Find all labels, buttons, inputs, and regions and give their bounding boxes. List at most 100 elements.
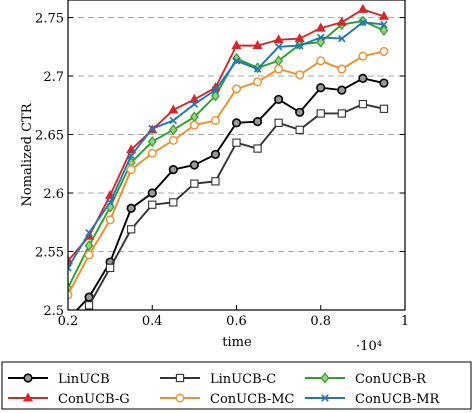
data-point xyxy=(274,118,283,127)
data-point xyxy=(169,198,178,207)
series-linucb-c xyxy=(64,99,389,339)
data-point xyxy=(105,263,115,273)
data-point xyxy=(147,148,157,158)
data-point xyxy=(338,34,346,43)
legend-label: LinUCB xyxy=(58,372,110,387)
x-axis-label: time xyxy=(222,335,252,350)
series-conucb-mr xyxy=(68,18,388,272)
data-point xyxy=(274,64,284,74)
legend-marker xyxy=(23,373,33,383)
data-point xyxy=(210,149,221,160)
series-line xyxy=(68,20,385,289)
data-point xyxy=(274,43,283,51)
data-point xyxy=(210,115,220,125)
data-point xyxy=(126,144,137,154)
data-point xyxy=(337,109,346,118)
data-point xyxy=(127,151,135,160)
data-point xyxy=(295,41,304,50)
series-conucb-r xyxy=(68,15,389,294)
legend-marker xyxy=(22,392,34,402)
series-line xyxy=(68,21,385,269)
x-axis-multiplier: ·10⁴ xyxy=(356,339,382,354)
data-point xyxy=(147,188,157,198)
data-point xyxy=(379,46,389,56)
y-tick-label: 2.65 xyxy=(35,129,64,144)
data-point xyxy=(231,84,241,94)
x-tick-label: 0.4 xyxy=(142,314,163,329)
data-point xyxy=(336,16,347,26)
legend-item: ConUCB-MR xyxy=(305,392,441,407)
data-point xyxy=(252,117,263,127)
data-point xyxy=(379,24,389,36)
series-conucb-mc xyxy=(68,46,389,300)
data-point xyxy=(190,100,199,108)
legend-marker xyxy=(320,372,330,384)
data-point xyxy=(189,120,199,130)
data-point xyxy=(84,240,94,252)
data-point xyxy=(378,10,389,20)
data-point xyxy=(380,20,388,29)
data-point xyxy=(148,200,157,209)
data-point xyxy=(337,64,347,74)
data-point xyxy=(148,124,157,133)
legend-marker xyxy=(175,393,185,403)
data-point xyxy=(315,22,326,32)
legend-marker xyxy=(175,373,185,383)
y-tick-label: 2.55 xyxy=(35,246,64,261)
data-point xyxy=(358,51,368,61)
data-point xyxy=(211,86,220,94)
data-point xyxy=(126,203,136,213)
data-point xyxy=(337,85,347,95)
legend-item: ConUCB-R xyxy=(305,372,427,387)
data-point xyxy=(358,99,368,109)
data-point xyxy=(358,73,368,83)
data-point xyxy=(168,135,178,145)
series-line xyxy=(68,50,385,296)
data-point xyxy=(169,116,178,125)
data-point xyxy=(64,332,71,339)
y-axis-label: Nomalized CTR xyxy=(20,102,35,206)
x-tick-label: 0.8 xyxy=(310,314,331,329)
data-point xyxy=(274,94,284,105)
data-point xyxy=(295,125,304,134)
data-point xyxy=(359,18,367,26)
data-point xyxy=(68,264,72,272)
data-point xyxy=(232,138,241,147)
y-tick-label: 2.5 xyxy=(43,304,64,319)
legend: LinUCB LinUCB-C ConUCB-R ConUCB-G ConUCB-MC C… xyxy=(1,361,472,410)
x-tick-label: 0.2 xyxy=(58,314,79,329)
data-point xyxy=(252,40,263,50)
data-point xyxy=(190,179,199,188)
legend-item: ConUCB-MC xyxy=(160,392,295,407)
data-point xyxy=(211,177,220,186)
data-point xyxy=(147,135,157,148)
data-point xyxy=(168,165,178,175)
data-point xyxy=(274,55,283,67)
legend-label: ConUCB-G xyxy=(58,392,130,407)
legend-label: LinUCB-C xyxy=(210,372,276,387)
legend-item: LinUCB xyxy=(8,372,110,387)
series-line xyxy=(75,77,385,310)
data-point xyxy=(273,34,284,44)
data-point xyxy=(316,109,325,118)
data-point xyxy=(68,290,73,300)
legend-item: LinUCB-C xyxy=(160,372,276,387)
y-tick-label: 2.75 xyxy=(35,12,64,27)
data-point xyxy=(295,107,305,117)
legend-label: ConUCB-R xyxy=(355,372,427,387)
x-tick-label: 1 xyxy=(401,314,409,329)
data-point xyxy=(106,198,114,207)
data-point xyxy=(253,65,262,73)
data-point xyxy=(316,56,326,66)
legend-box xyxy=(1,361,472,410)
legend-label: ConUCB-MR xyxy=(355,392,441,407)
series-line xyxy=(84,103,385,310)
axis-ticks: 2.5 2.55 2.6 2.65 2.7 2.75 0.2 0.4 0.6 0.8 1 xyxy=(35,12,409,329)
data-point xyxy=(189,160,199,170)
data-point xyxy=(85,229,93,237)
data-point xyxy=(68,282,73,294)
series-layer xyxy=(64,3,389,339)
data-point xyxy=(84,301,94,310)
data-point xyxy=(211,90,220,102)
